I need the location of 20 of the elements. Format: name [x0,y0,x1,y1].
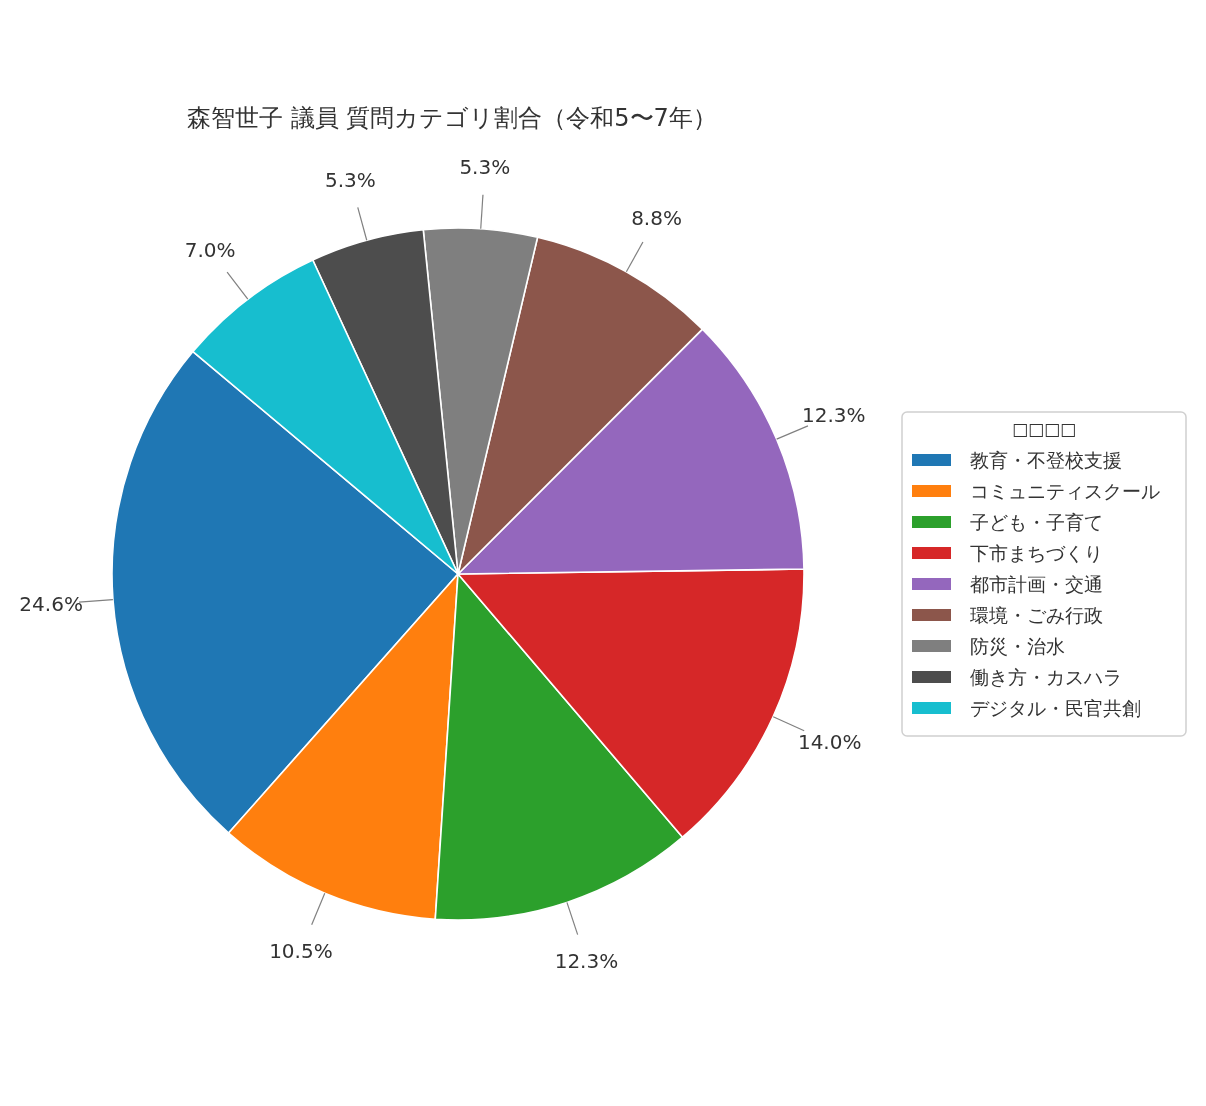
legend-label: 子ども・子育て [970,511,1103,533]
chart-title: 森智世子 議員 質問カテゴリ割合（令和5〜7年） [187,104,717,132]
data-label: 5.3% [459,154,511,179]
data-label: 12.3% [554,949,619,974]
data-label: 14.0% [797,730,862,755]
legend-label: 働き方・カスハラ [970,666,1122,688]
legend-title: □□□□ [1011,419,1077,439]
data-label: 8.8% [631,205,682,230]
legend-label: 都市計画・交通 [970,573,1103,595]
data-label: 12.3% [801,402,866,427]
legend-label: コミュニティスクール [970,480,1160,502]
data-label: 10.5% [269,938,333,963]
legend-label: デジタル・民官共創 [970,697,1141,719]
data-label: 5.3% [324,168,376,193]
legend-label: 下市まちづくり [970,542,1103,564]
legend-label: 環境・ごみ行政 [970,604,1103,626]
data-label: 7.0% [184,237,236,262]
legend-label: 教育・不登校支援 [970,449,1122,471]
legend-label: 防災・治水 [970,635,1065,657]
data-label: 24.6% [19,592,83,617]
